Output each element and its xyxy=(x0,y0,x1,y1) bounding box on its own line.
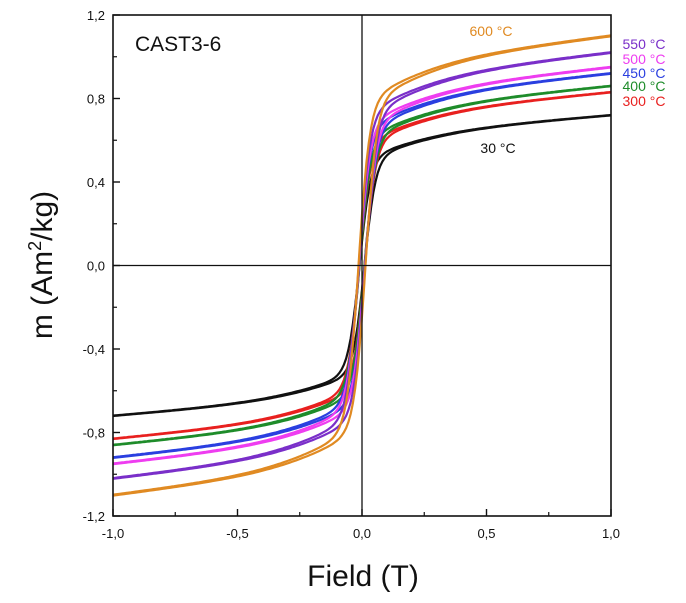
y-tick-label: 0,0 xyxy=(87,259,105,274)
series-label-500c: 500 °C xyxy=(623,51,666,67)
y-tick-label: 1,2 xyxy=(87,8,105,23)
series-label-30c: 30 °C xyxy=(480,140,515,156)
x-tick-label: 1,0 xyxy=(602,526,620,541)
series-label-600c: 600 °C xyxy=(470,23,513,39)
x-tick-label: -1,0 xyxy=(102,526,124,541)
y-axis-title-prefix: m (Am xyxy=(26,251,59,339)
sample-annotation: CAST3-6 xyxy=(135,33,221,56)
series-label-550c: 550 °C xyxy=(623,36,666,52)
y-axis-title-suffix: /kg) xyxy=(26,191,59,241)
x-tick-label: 0,5 xyxy=(477,526,495,541)
y-axis-title-sup: 2 xyxy=(25,241,45,251)
y-axis-title: m (Am2/kg) xyxy=(25,191,59,339)
x-axis-title: Field (T) xyxy=(307,560,419,593)
y-tick-label: -0,4 xyxy=(83,342,105,357)
series-label-450c: 450 °C xyxy=(623,65,666,81)
y-axis-ticks: -1,2 -0,8 -0,4 0,0 0,4 0,8 1,2 xyxy=(83,8,120,524)
y-tick-label: 0,8 xyxy=(87,92,105,107)
x-tick-label: -0,5 xyxy=(226,526,248,541)
y-tick-label: 0,4 xyxy=(87,175,105,190)
x-tick-label: 0,0 xyxy=(353,526,371,541)
y-tick-label: -0,8 xyxy=(83,426,105,441)
series-label-400c: 400 °C xyxy=(623,78,666,94)
x-axis-ticks: -1,0 -0,5 0,0 0,5 1,0 xyxy=(102,509,620,541)
series-label-300c: 300 °C xyxy=(623,93,666,109)
y-tick-label: -1,2 xyxy=(83,509,105,524)
